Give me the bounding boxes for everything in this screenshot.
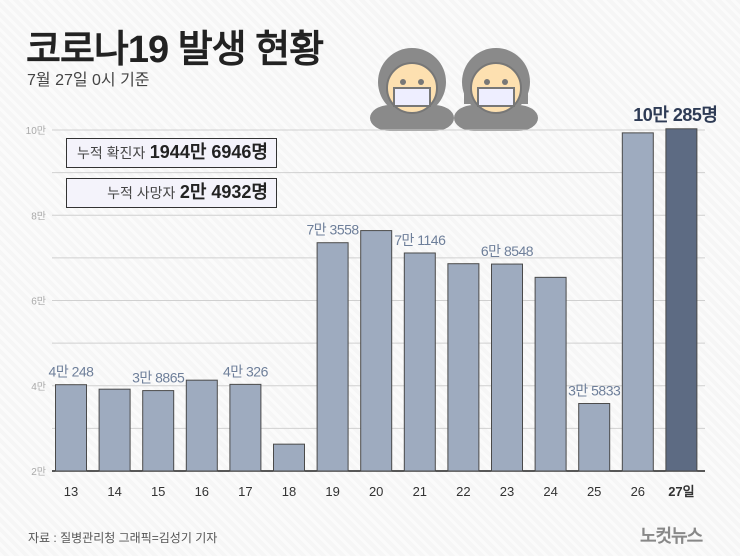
source-credit: 자료 : 질병관리청 그래픽=김성기 기자 (28, 531, 218, 545)
x-tick-label: 14 (107, 484, 121, 499)
confirmed-value: 1944만 6946명 (149, 142, 268, 162)
bar (578, 403, 611, 472)
x-tick-label: 21 (413, 484, 427, 499)
x-tick-label: 20 (369, 484, 383, 499)
bar (316, 242, 349, 472)
data-label: 7만 3558 (306, 222, 359, 238)
bar (621, 132, 654, 472)
data-label: 10만 285명 (633, 105, 717, 125)
x-tick-label: 17 (238, 484, 252, 499)
x-tick-label: 22 (456, 484, 470, 499)
data-label: 7만 1146 (394, 232, 446, 248)
data-label: 3만 8865 (132, 370, 185, 386)
cumulative-deaths-box: 누적 사망자 2만 4932명 (66, 178, 277, 208)
bar (447, 263, 480, 472)
data-label: 6만 8548 (481, 243, 534, 259)
confirmed-label: 누적 확진자 (77, 145, 146, 161)
x-tick-label: 16 (195, 484, 209, 499)
bar (98, 388, 131, 472)
data-label: 4만 248 (49, 364, 95, 380)
x-tick-label: 13 (64, 484, 78, 499)
bar (360, 230, 393, 472)
people-illustration (370, 48, 538, 131)
bar (185, 379, 218, 472)
y-tick-label: 4만 (31, 381, 46, 393)
bar (534, 276, 567, 472)
y-tick-label: 8만 (31, 210, 46, 222)
person-icon (370, 48, 454, 131)
bar (665, 128, 698, 472)
x-tick-label: 24 (543, 484, 557, 499)
bar (55, 384, 87, 472)
x-tick-label: 19 (325, 484, 339, 499)
data-label: 3만 5833 (568, 383, 621, 399)
bar (403, 252, 436, 472)
x-tick-label: 15 (151, 484, 165, 499)
data-label: 4만 326 (223, 363, 269, 379)
x-tick-label: 25 (587, 484, 601, 499)
y-tick-label: 6만 (31, 296, 46, 308)
x-tick-label: 27일 (668, 484, 694, 499)
deaths-value: 2만 4932명 (179, 182, 268, 202)
page-subtitle: 7월 27일 0시 기준 (27, 72, 150, 89)
y-tick-label: 2만 (31, 466, 46, 478)
cumulative-confirmed-box: 누적 확진자 1944만 6946명 (66, 138, 277, 168)
x-tick-label: 23 (500, 484, 514, 499)
x-tick-label: 18 (282, 484, 296, 499)
bar (273, 443, 305, 472)
deaths-label: 누적 사망자 (107, 185, 176, 201)
bar (491, 263, 523, 472)
x-tick-label: 26 (631, 484, 645, 499)
person-icon (454, 48, 538, 131)
y-tick-label: 10만 (26, 125, 46, 137)
logo: 노컷뉴스 (640, 526, 703, 546)
page-title: 코로나19 발생 현황 (26, 29, 324, 71)
bar (142, 390, 175, 472)
bar (229, 383, 262, 472)
